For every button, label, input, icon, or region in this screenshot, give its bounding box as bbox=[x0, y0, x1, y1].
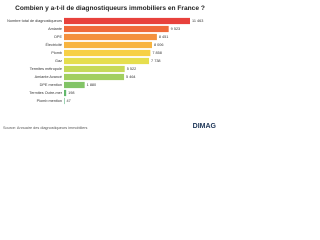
chart: Combien y a-t-il de diagnostiqueurs immo… bbox=[3, 5, 217, 130]
bar bbox=[64, 57, 150, 65]
bar bbox=[64, 25, 169, 33]
y-tick-label: DPE bbox=[54, 35, 62, 39]
bar bbox=[64, 65, 125, 73]
y-tick-label: Amiante Avancé bbox=[35, 75, 62, 79]
y-tick-label: Termites Outre-mer bbox=[29, 91, 62, 95]
data-label: 7 738 bbox=[151, 59, 161, 63]
data-label: 198 bbox=[68, 91, 74, 95]
y-tick-label: Électricité bbox=[46, 42, 62, 47]
bar bbox=[64, 41, 153, 49]
y-tick-label: DPE mention bbox=[40, 83, 62, 87]
data-label: 5 522 bbox=[127, 67, 137, 71]
data-label: 47 bbox=[67, 99, 71, 103]
chart-title: Combien y a-t-il de diagnostiqueurs immo… bbox=[15, 5, 205, 12]
data-label: 7 858 bbox=[152, 51, 162, 55]
y-tick-label: Nombre total de diagnostiqueurs bbox=[7, 19, 62, 23]
data-label: 9 523 bbox=[171, 27, 181, 31]
bar bbox=[64, 49, 151, 57]
data-label: 8 006 bbox=[154, 43, 164, 47]
bar bbox=[64, 89, 67, 97]
bar bbox=[64, 17, 190, 25]
data-label: 1 880 bbox=[87, 83, 97, 87]
y-tick-label: Plomb mention bbox=[37, 99, 62, 103]
data-label: 11 463 bbox=[192, 19, 203, 23]
data-label: 8 451 bbox=[159, 35, 169, 39]
y-tick-label: Amiante bbox=[48, 27, 62, 31]
y-tick-label: Termites métropole bbox=[30, 67, 62, 71]
source: Source: Annuaire des diagnostiqueurs imm… bbox=[3, 126, 88, 130]
y-tick-label: Plomb bbox=[51, 51, 62, 55]
data-label: 5 464 bbox=[126, 75, 136, 79]
bar bbox=[64, 33, 157, 41]
y-tick-label: Gaz bbox=[55, 59, 62, 63]
logo: DIMAG bbox=[193, 123, 217, 130]
bar bbox=[64, 73, 125, 81]
bar bbox=[64, 97, 65, 105]
bar bbox=[64, 81, 85, 89]
